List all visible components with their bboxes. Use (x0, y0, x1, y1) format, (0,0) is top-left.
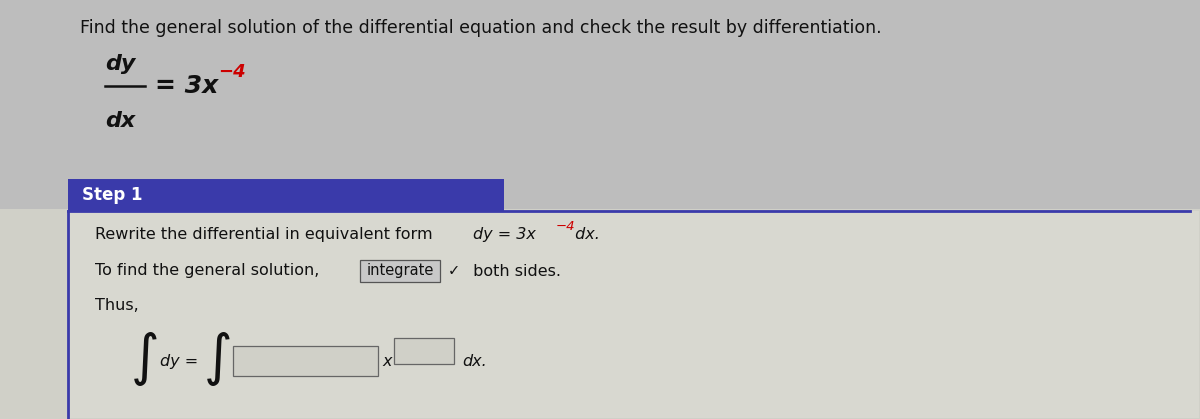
Bar (360, 260, 440, 282)
Text: Rewrite the differential in equivalent form: Rewrite the differential in equivalent f… (95, 227, 438, 241)
Text: dx.: dx. (462, 354, 487, 368)
Bar (233, 346, 378, 376)
Text: dy = 3x: dy = 3x (473, 227, 536, 241)
Text: Find the general solution of the differential equation and check the result by d: Find the general solution of the differe… (80, 19, 882, 37)
Text: both sides.: both sides. (468, 264, 562, 279)
Bar (394, 338, 454, 364)
Bar (70, 211, 1199, 418)
Text: x: x (382, 354, 391, 368)
Text: −4: −4 (556, 220, 576, 233)
Bar (0, 209, 1200, 419)
Text: $\int$: $\int$ (130, 330, 157, 388)
Text: To find the general solution,: To find the general solution, (95, 264, 324, 279)
Text: −4: −4 (218, 63, 246, 81)
Bar (0, 0, 1200, 209)
Text: dx: dx (106, 111, 136, 131)
Text: integrate: integrate (366, 264, 433, 279)
Text: ✓: ✓ (448, 264, 461, 279)
Text: Step 1: Step 1 (82, 186, 143, 204)
Text: $\int$: $\int$ (203, 330, 230, 388)
Text: dy: dy (106, 54, 136, 74)
Text: Thus,: Thus, (95, 298, 139, 313)
Text: dx.: dx. (570, 227, 600, 241)
Text: = 3x: = 3x (155, 74, 218, 98)
Text: dy =: dy = (160, 354, 198, 368)
Bar (68, 179, 504, 211)
